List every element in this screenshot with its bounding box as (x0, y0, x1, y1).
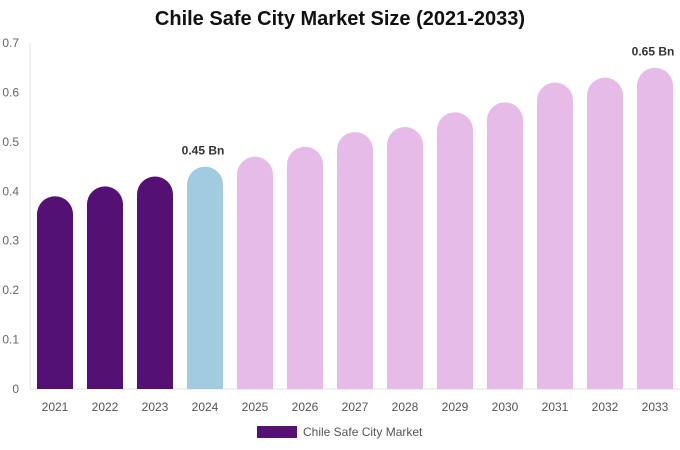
x-tick-label: 2021 (42, 400, 69, 414)
bar-2021 (37, 196, 73, 389)
bar-2026 (287, 146, 323, 389)
bar-2033 (637, 67, 673, 389)
x-tick-label: 2029 (442, 400, 469, 414)
y-tick-label: 0.3 (2, 234, 19, 248)
x-tick-label: 2030 (492, 400, 519, 414)
data-label: 0.65 Bn (632, 45, 675, 59)
x-tick-label: 2031 (542, 400, 569, 414)
x-tick-label: 2024 (192, 400, 219, 414)
bar-2032 (587, 77, 623, 389)
y-tick-label: 0.6 (2, 85, 19, 99)
bar-2028 (387, 127, 423, 389)
chart-title: Chile Safe City Market Size (2021-2033) (154, 8, 526, 30)
bar-2025 (237, 156, 273, 389)
x-tick-label: 2026 (292, 400, 319, 414)
x-tick-label: 2025 (242, 400, 269, 414)
y-tick-label: 0.2 (2, 283, 19, 297)
bar-2023 (137, 176, 173, 389)
x-tick-label: 2028 (392, 400, 419, 414)
y-tick-label: 0.5 (2, 135, 19, 149)
x-tick-label: 2027 (342, 400, 369, 414)
bar-2031 (537, 82, 573, 390)
x-tick-label: 2022 (92, 400, 119, 414)
bar-2027 (337, 131, 373, 389)
bar-2024 (187, 166, 223, 389)
legend: Chile Safe City Market (257, 425, 422, 439)
x-tick-label: 2023 (142, 400, 169, 414)
data-label: 0.45 Bn (182, 144, 225, 158)
x-tick-label: 2033 (642, 400, 669, 414)
bar-2029 (437, 112, 473, 389)
bar-2030 (487, 102, 523, 390)
y-tick-label: 0.1 (2, 333, 19, 347)
y-tick-label: 0.7 (2, 36, 19, 50)
y-tick-label: 0 (12, 382, 19, 396)
legend-swatch (257, 426, 297, 438)
y-tick-label: 0.4 (2, 184, 19, 198)
bar-2022 (87, 186, 123, 389)
legend-label: Chile Safe City Market (303, 425, 423, 439)
x-tick-label: 2032 (592, 400, 619, 414)
